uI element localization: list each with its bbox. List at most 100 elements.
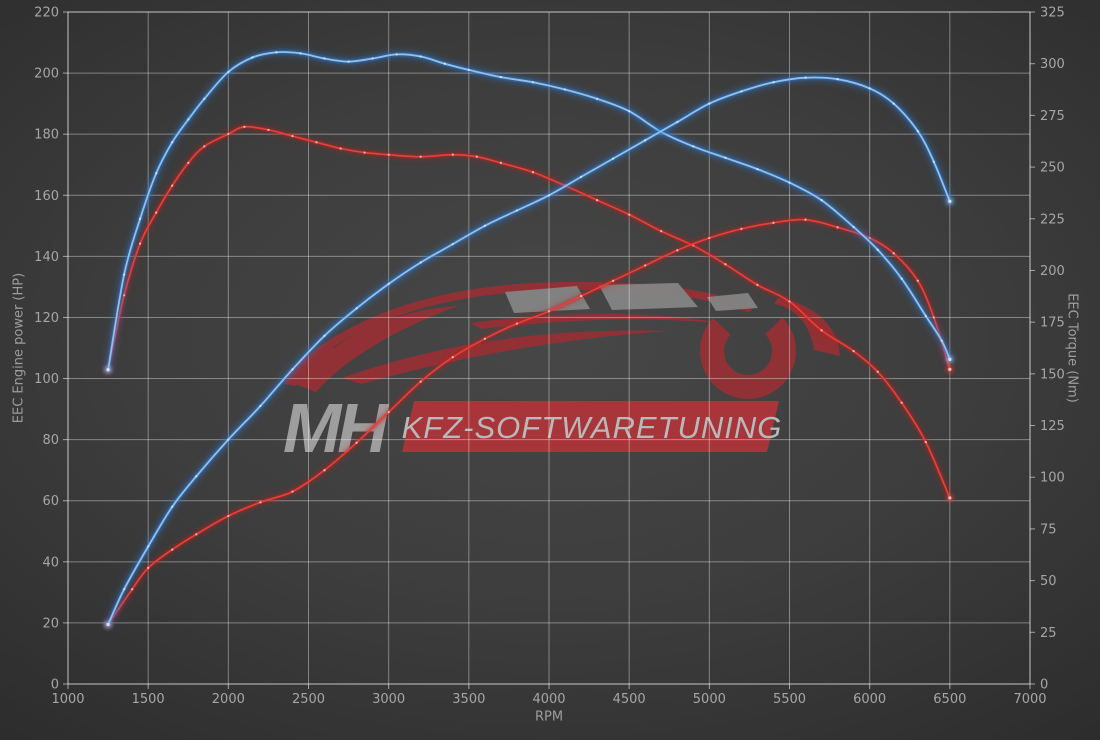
y-right-tick-label: 100 bbox=[1040, 471, 1065, 486]
dyno-curves bbox=[103, 47, 955, 629]
data-point-marker bbox=[740, 90, 743, 93]
x-tick-label: 5000 bbox=[693, 692, 726, 707]
data-point-marker bbox=[227, 132, 230, 136]
y-left-tick-label: 40 bbox=[42, 555, 59, 570]
data-point-marker bbox=[243, 125, 246, 128]
data-point-marker bbox=[740, 227, 743, 231]
data-point-marker bbox=[595, 97, 599, 100]
data-point-marker bbox=[155, 172, 158, 175]
data-point-marker bbox=[267, 128, 270, 132]
data-point-marker bbox=[932, 316, 935, 319]
right-axis-title: EEC Torque (Nm) bbox=[1064, 293, 1080, 403]
data-point-marker bbox=[595, 199, 599, 202]
data-point-marker bbox=[852, 225, 855, 229]
data-point-marker bbox=[371, 57, 374, 60]
y-right-tick-label: 250 bbox=[1040, 161, 1065, 176]
data-point-marker bbox=[259, 501, 262, 504]
y-left-tick-label: 100 bbox=[34, 372, 59, 387]
watermark-logo: MH KFZ-SOFTWARETUNING bbox=[283, 281, 840, 467]
car-silhouette-icon bbox=[284, 281, 840, 399]
x-axis-title: RPM bbox=[534, 709, 564, 725]
data-point-marker bbox=[147, 545, 150, 548]
curve-tuned-torque bbox=[103, 47, 955, 375]
data-point-marker bbox=[315, 141, 318, 144]
data-point-marker bbox=[483, 337, 487, 340]
data-point-marker bbox=[323, 57, 326, 60]
data-point-marker bbox=[387, 410, 390, 414]
curve-endpoint bbox=[948, 496, 952, 500]
data-point-marker bbox=[259, 404, 262, 408]
data-point-marker bbox=[611, 279, 615, 282]
curve-endpoint bbox=[106, 622, 110, 627]
data-point-marker bbox=[451, 242, 454, 246]
x-tick-label: 1000 bbox=[51, 692, 84, 707]
data-point-marker bbox=[836, 226, 839, 229]
data-point-marker bbox=[900, 277, 903, 280]
data-point-marker bbox=[451, 153, 454, 156]
data-point-marker bbox=[122, 273, 126, 276]
data-point-marker bbox=[363, 151, 366, 154]
data-point-marker bbox=[419, 55, 422, 58]
data-point-marker bbox=[676, 249, 679, 252]
data-point-marker bbox=[772, 221, 775, 224]
y-left-tick-label: 200 bbox=[34, 67, 59, 82]
data-point-marker bbox=[804, 76, 807, 79]
y-right-tick-label: 325 bbox=[1040, 6, 1065, 21]
y-right-tick-label: 50 bbox=[1040, 574, 1057, 589]
data-point-marker bbox=[515, 322, 519, 325]
data-point-marker bbox=[419, 261, 422, 264]
y-left-tick-label: 140 bbox=[34, 250, 59, 265]
car-window-shape bbox=[505, 286, 590, 313]
curve-endpoint bbox=[948, 357, 952, 361]
data-point-marker bbox=[171, 141, 174, 144]
data-point-marker bbox=[924, 440, 927, 444]
data-point-marker bbox=[916, 279, 919, 282]
car-window-shape bbox=[599, 283, 698, 310]
y-right-tick-label: 125 bbox=[1040, 419, 1065, 434]
data-point-marker bbox=[876, 248, 879, 251]
data-point-marker bbox=[155, 211, 158, 214]
data-point-marker bbox=[171, 184, 174, 187]
data-point-marker bbox=[676, 120, 679, 124]
data-point-marker bbox=[443, 62, 446, 65]
y-left-tick-label: 0 bbox=[51, 678, 59, 693]
y-right-tick-label: 150 bbox=[1040, 367, 1065, 382]
data-point-marker bbox=[451, 356, 454, 359]
data-point-marker bbox=[547, 194, 551, 197]
data-point-marker bbox=[916, 129, 919, 133]
data-point-marker bbox=[531, 171, 535, 174]
curve-tuned-power bbox=[103, 72, 955, 629]
data-point-marker bbox=[836, 78, 839, 81]
data-point-marker bbox=[467, 68, 470, 72]
data-point-marker bbox=[387, 282, 390, 286]
data-point-marker bbox=[772, 81, 775, 84]
data-point-marker bbox=[644, 264, 647, 267]
data-point-marker bbox=[291, 490, 294, 493]
x-tick-label: 3500 bbox=[452, 692, 485, 707]
data-point-marker bbox=[660, 230, 663, 233]
curve-stock-power bbox=[104, 216, 954, 628]
car-window-shape bbox=[707, 293, 758, 311]
x-tick-label: 3000 bbox=[372, 692, 405, 707]
data-point-marker bbox=[579, 294, 583, 298]
y-left-tick-label: 180 bbox=[34, 128, 59, 143]
data-point-marker bbox=[724, 263, 727, 266]
data-point-marker bbox=[579, 175, 583, 179]
data-point-marker bbox=[138, 217, 142, 220]
watermark-banner-text: KFZ-SOFTWARETUNING bbox=[402, 410, 783, 445]
watermark-banner bbox=[402, 401, 779, 452]
curve-endpoint bbox=[948, 199, 952, 203]
y-left-tick-label: 60 bbox=[42, 494, 59, 509]
data-point-marker bbox=[339, 147, 342, 150]
data-point-marker bbox=[820, 199, 823, 202]
data-point-marker bbox=[852, 349, 855, 353]
y-left-tick-label: 120 bbox=[34, 311, 59, 326]
x-tick-label: 7000 bbox=[1013, 692, 1046, 707]
data-point-marker bbox=[347, 60, 350, 63]
axes-ticks-labels: 1000 1500 2000 2500 3000 3500 4000 4500 5000 5500… bbox=[34, 6, 1065, 708]
data-point-marker bbox=[171, 548, 174, 551]
data-point-marker bbox=[387, 153, 390, 156]
y-right-tick-label: 25 bbox=[1040, 626, 1057, 641]
